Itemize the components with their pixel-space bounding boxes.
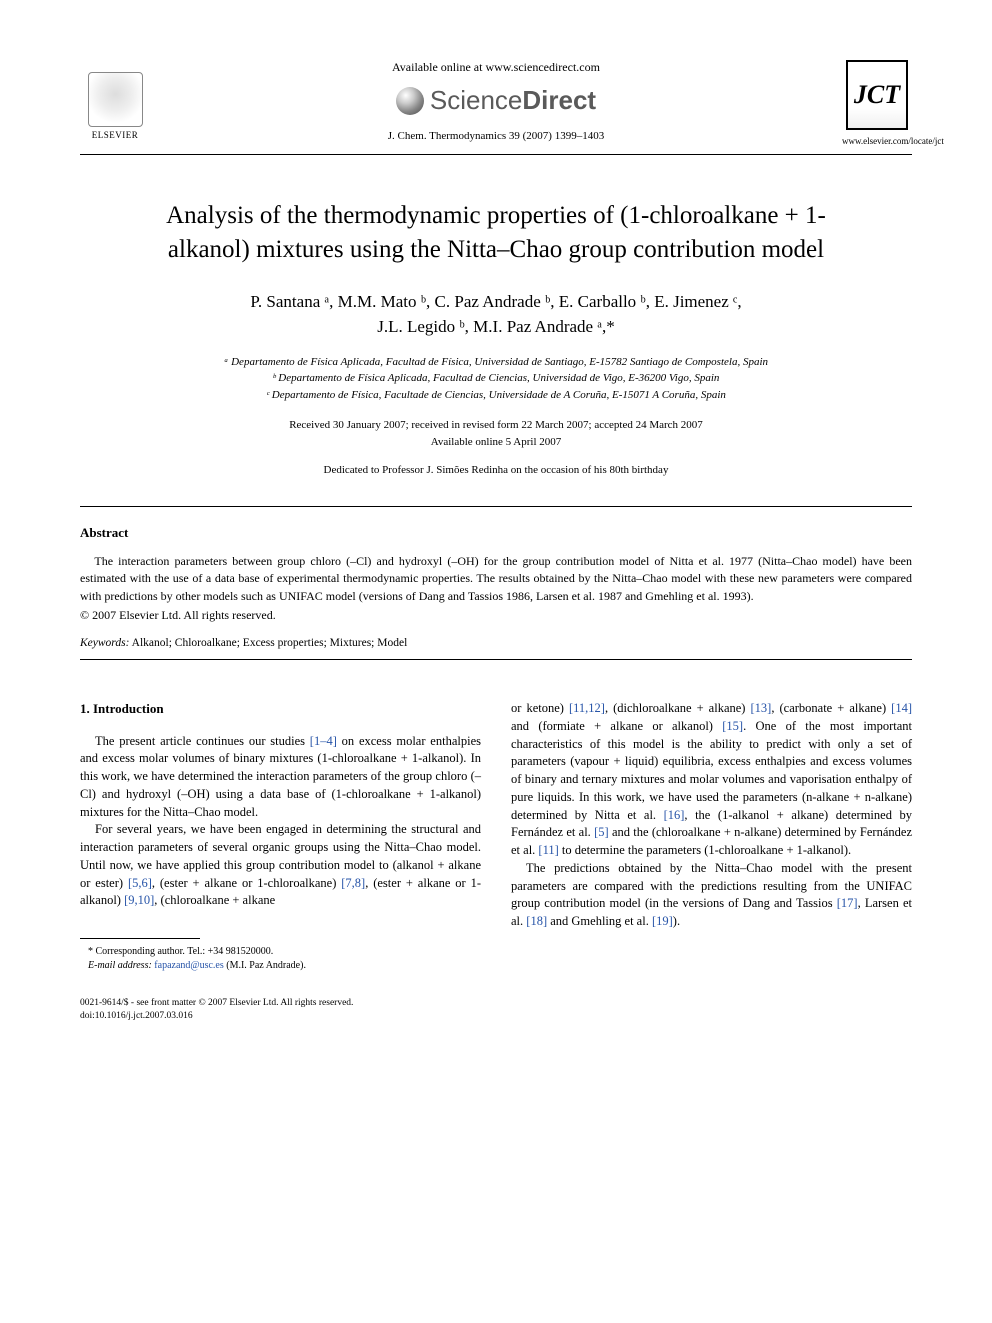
sciencedirect-logo: ScienceDirect [170,85,822,116]
footnote-email-name: (M.I. Paz Andrade). [226,960,306,971]
intro-paragraph-2: For several years, we have been engaged … [80,821,481,910]
ref-15[interactable]: [15] [722,719,743,733]
ref-11[interactable]: [11] [538,843,558,857]
jct-box-logo: JCT [846,60,908,130]
intro-paragraph-2-cont: or ketone) [11,12], (dichloroalkane + al… [511,700,912,860]
sciencedirect-ball-icon [396,87,424,115]
keywords-rule [80,659,912,660]
ref-14[interactable]: [14] [891,701,912,715]
dedication: Dedicated to Professor J. Simões Redinha… [80,464,912,476]
affiliation-a: ᵃ Departamento de Física Aplicada, Facul… [80,354,912,371]
keywords-list: Alkanol; Chloroalkane; Excess properties… [132,637,408,649]
footnote-email-line: E-mail address: fapazand@usc.es (M.I. Pa… [80,959,481,973]
authors-line-1: P. Santana ᵃ, M.M. Mato ᵇ, C. Paz Andrad… [250,292,741,311]
intro-paragraph-3: The predictions obtained by the Nitta–Ch… [511,860,912,931]
abstract-heading: Abstract [80,525,912,541]
ref-11-12[interactable]: [11,12] [569,701,605,715]
intro-paragraph-1: The present article continues our studie… [80,733,481,822]
ref-16[interactable]: [16] [664,808,685,822]
jct-logo-block: JCT www.elsevier.com/locate/jct [842,60,912,146]
keywords-line: Keywords: Alkanol; Chloroalkane; Excess … [80,637,912,649]
abstract-body: The interaction parameters between group… [80,553,912,605]
ref-13[interactable]: [13] [751,701,772,715]
page-header: ELSEVIER Available online at www.science… [80,60,912,146]
header-center: Available online at www.sciencedirect.co… [150,60,842,142]
footer-front-matter: 0021-9614/$ - see front matter © 2007 El… [80,997,912,1010]
sd-word-science: Science [430,85,523,115]
right-column: or ketone) [11,12], (dichloroalkane + al… [511,700,912,973]
jct-url: www.elsevier.com/locate/jct [842,136,912,146]
ref-19[interactable]: [19] [652,914,673,928]
ref-9-10[interactable]: [9,10] [124,893,154,907]
ref-18[interactable]: [18] [526,914,547,928]
authors-line-2: J.L. Legido ᵇ, M.I. Paz Andrade ᵃ,* [377,317,614,336]
sciencedirect-wordmark: ScienceDirect [430,85,596,116]
ref-5[interactable]: [5] [594,825,609,839]
available-online-text: Available online at www.sciencedirect.co… [170,60,822,75]
elsevier-tree-icon [88,72,143,127]
abstract-top-rule [80,506,912,507]
page-footer: 0021-9614/$ - see front matter © 2007 El… [80,997,912,1024]
dates-line-2: Available online 5 April 2007 [80,434,912,451]
abstract-copyright: © 2007 Elsevier Ltd. All rights reserved… [80,608,912,623]
affiliation-b: ᵇ Departamento de Física Aplicada, Facul… [80,370,912,387]
article-title: Analysis of the thermodynamic properties… [140,199,852,267]
article-dates: Received 30 January 2007; received in re… [80,417,912,450]
ref-7-8[interactable]: [7,8] [341,876,365,890]
journal-reference: J. Chem. Thermodynamics 39 (2007) 1399–1… [170,130,822,142]
body-columns: 1. Introduction The present article cont… [80,700,912,973]
footnote-rule [80,938,200,939]
footnote-email-label: E-mail address: [88,960,152,971]
dates-line-1: Received 30 January 2007; received in re… [80,417,912,434]
left-column: 1. Introduction The present article cont… [80,700,481,973]
elsevier-label: ELSEVIER [92,130,139,140]
ref-5-6[interactable]: [5,6] [128,876,152,890]
author-list: P. Santana ᵃ, M.M. Mato ᵇ, C. Paz Andrad… [120,289,872,340]
ref-1-4[interactable]: [1–4] [310,734,337,748]
keywords-label: Keywords: [80,637,129,649]
header-rule [80,154,912,155]
ref-17[interactable]: [17] [837,896,858,910]
affiliations: ᵃ Departamento de Física Aplicada, Facul… [80,354,912,404]
sd-word-direct: Direct [522,85,596,115]
corresponding-author-footnote: * Corresponding author. Tel.: +34 981520… [80,945,481,973]
footnote-email-link[interactable]: fapazand@usc.es [154,960,223,971]
elsevier-logo: ELSEVIER [80,60,150,140]
footer-doi: doi:10.1016/j.jct.2007.03.016 [80,1010,912,1023]
footnote-corr: * Corresponding author. Tel.: +34 981520… [80,945,481,959]
affiliation-c: ᶜ Departamento de Física, Facultade de C… [80,387,912,404]
section-1-heading: 1. Introduction [80,700,481,718]
